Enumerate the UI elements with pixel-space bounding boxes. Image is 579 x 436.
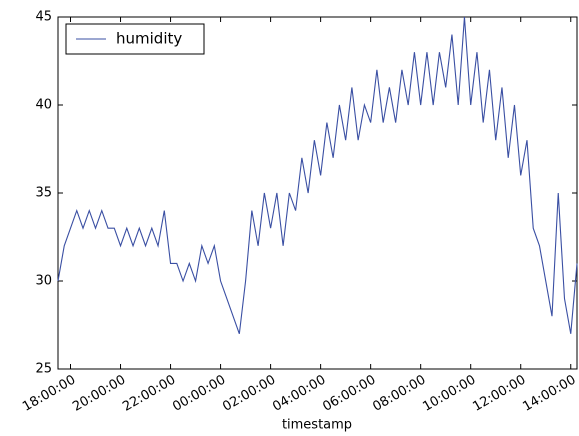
plot-frame bbox=[57, 16, 578, 370]
y-tick-label: 25 bbox=[35, 362, 52, 377]
x-tick-label: 00:00:00 bbox=[170, 373, 228, 415]
x-tick-label: 02:00:00 bbox=[220, 373, 278, 415]
y-tick-label: 30 bbox=[35, 274, 52, 289]
y-tick-label: 45 bbox=[35, 10, 52, 25]
x-tick-label: 06:00:00 bbox=[320, 373, 378, 415]
line-series bbox=[57, 16, 578, 334]
x-axis-label: timestamp bbox=[282, 418, 352, 433]
x-tick-label: 18:00:00 bbox=[20, 373, 78, 415]
x-tick-label: 08:00:00 bbox=[370, 373, 428, 415]
x-tick-label: 22:00:00 bbox=[120, 373, 178, 415]
legend-label: humidity bbox=[116, 30, 182, 48]
x-tick-label: 20:00:00 bbox=[70, 373, 128, 415]
x-tick-label: 10:00:00 bbox=[420, 373, 478, 415]
y-tick-label: 35 bbox=[35, 186, 52, 201]
y-tick-label: 40 bbox=[35, 98, 52, 113]
x-tick-label: 14:00:00 bbox=[520, 373, 578, 415]
x-tick-label: 12:00:00 bbox=[470, 373, 528, 415]
x-tick-label: 04:00:00 bbox=[270, 373, 328, 415]
